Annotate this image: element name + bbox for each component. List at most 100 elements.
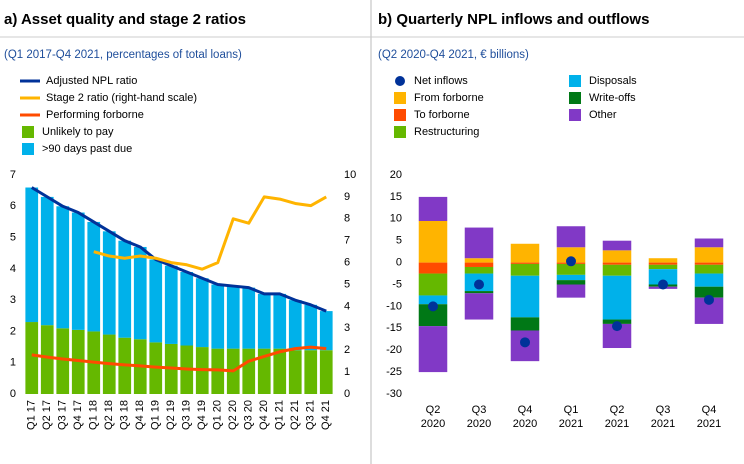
x-tick-label-line: 2020 [467,418,491,430]
legend-swatch [22,126,34,138]
legend-swatch [395,76,405,86]
bar-segment [464,291,494,294]
bar-segment [464,293,494,320]
bar-segment [648,269,678,285]
bar-segment [304,304,318,351]
bar-segment [418,220,448,263]
panel-subtitle: (Q1 2017-Q4 2021, percentages of total l… [4,49,242,61]
dot [658,279,668,290]
legend-label: >90 days past due [42,143,132,155]
legend-label: Disposals [589,75,637,87]
x-tick-label: Q2 21 [289,400,301,430]
bar-segment [164,265,178,344]
legend-label: Performing forborne [46,109,144,121]
bar-segment [257,348,271,394]
x-tick-label: Q3 18 [119,400,131,430]
y-tick-label: 3 [10,294,16,306]
y2-tick-label: 7 [344,235,350,247]
legend-label: Other [589,109,617,121]
x-tick-label-line: Q1 [564,404,579,416]
y-tick-label: 20 [390,169,402,181]
bar-segment [648,262,678,265]
bar-segment [418,326,448,373]
dot [704,294,714,305]
legend-label: Stage 2 ratio (right-hand scale) [46,92,197,104]
bar-segment [149,259,163,343]
x-tick-label: Q2 20 [227,400,239,430]
bar-segment [418,295,448,305]
bar-segment [464,262,494,267]
x-tick-label: Q1 19 [150,400,162,430]
x-tick-label: Q3 2021 [651,404,675,430]
y-tick-label: -30 [386,388,402,400]
bar-segment [418,273,448,296]
bar-segment [242,287,256,349]
x-tick-label-line: 2020 [421,418,445,430]
bar-segment [133,246,147,340]
y-tick-label: 5 [396,235,402,247]
dot [520,337,530,348]
bar-segment [288,300,302,351]
x-tick-label: Q3 21 [305,400,317,430]
y-tick-label: 4 [10,263,16,275]
x-tick-label-line: Q3 [656,404,671,416]
legend-label: From forborne [414,92,484,104]
y-tick-label: 2 [10,325,16,337]
bar-segment [195,278,209,348]
x-tick-label: Q4 21 [320,400,332,430]
bar-segment [556,274,586,281]
bar-segment [288,350,302,394]
x-tick-label: Q1 17 [26,400,38,430]
dot [612,321,622,332]
dot [566,256,576,267]
bar-segment [40,325,54,394]
legend-label: Unlikely to pay [42,126,114,138]
y2-tick-label: 10 [344,169,356,181]
bar-segment [694,286,724,298]
x-tick-label: Q4 20 [258,400,270,430]
bar-segment [319,350,333,394]
x-tick-label-line: Q4 [518,404,533,416]
legend-swatch [394,109,406,121]
bar-segment [257,293,271,349]
legend-label: Adjusted NPL ratio [46,75,137,87]
y-tick-label: -20 [386,344,402,356]
line-series [93,195,327,271]
legend-swatch [569,109,581,121]
bar-segment [510,262,540,264]
bar-segment [648,264,678,270]
bar-segment [464,227,494,259]
bar-segment [118,240,132,338]
x-tick-label: Q2 18 [103,400,115,430]
y-tick-label: 6 [10,200,16,212]
bar-segment [273,348,287,394]
bar-segment [87,221,101,332]
y-tick-label: 7 [10,169,16,181]
y2-tick-label: 0 [344,388,350,400]
bar-segment [464,258,494,263]
bar-segment [602,275,632,320]
bar-segment [694,238,724,248]
bar-segment [510,263,540,276]
legend-swatch [569,92,581,104]
bar-segment [102,231,116,335]
bar-segment [211,284,225,349]
x-tick-label: Q3 2020 [467,404,491,430]
x-tick-label-line: 2021 [605,418,629,430]
x-tick-label: Q4 18 [134,400,146,430]
bar-segment [40,196,54,326]
y2-tick-label: 6 [344,257,350,269]
bar-segment [242,348,256,394]
legend-swatch [394,92,406,104]
y2-tick-label: 8 [344,213,350,225]
legend-label: Write-offs [589,92,636,104]
bar-segment [304,350,318,394]
x-tick-label: Q1 20 [212,400,224,430]
y2-tick-label: 5 [344,278,350,290]
legend-swatch [22,143,34,155]
bar-segment [56,328,70,394]
bar-segment [556,280,586,285]
x-tick-label-line: Q3 [472,404,487,416]
bar-segment [556,247,586,263]
